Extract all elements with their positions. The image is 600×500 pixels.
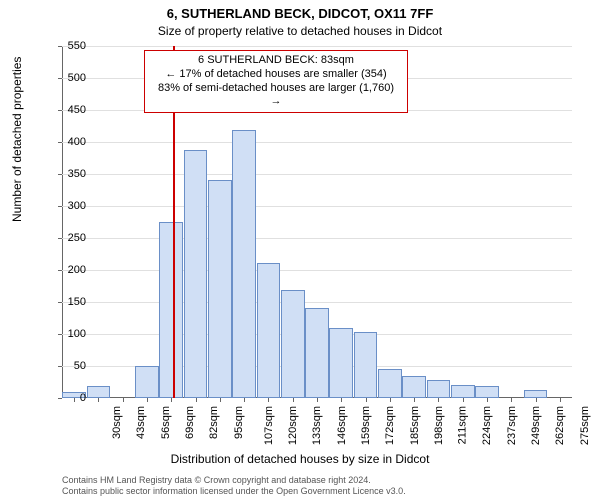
xtick-label: 172sqm [384, 406, 396, 445]
chart-container: 6, SUTHERLAND BECK, DIDCOT, OX11 7FF Siz… [0, 0, 600, 500]
histogram-bar [208, 180, 232, 398]
xtick-label: 133sqm [312, 406, 324, 445]
ytick-label: 450 [46, 104, 86, 116]
xtick-mark [171, 398, 172, 402]
annotation-line: 83% of semi-detached houses are larger (… [151, 82, 401, 110]
ytick-label: 300 [46, 200, 86, 212]
xtick-mark [438, 398, 439, 402]
xtick-label: 69sqm [184, 406, 196, 439]
annotation-line: 6 SUTHERLAND BECK: 83sqm [151, 54, 401, 68]
histogram-bar [232, 130, 256, 398]
xtick-mark [560, 398, 561, 402]
annotation-line: ← 17% of detached houses are smaller (35… [151, 68, 401, 82]
xtick-label: 224sqm [482, 406, 494, 445]
xtick-label: 82sqm [208, 406, 220, 439]
ytick-label: 0 [46, 392, 86, 404]
histogram-bar [184, 150, 208, 398]
xtick-label: 275sqm [579, 406, 591, 445]
xtick-mark [244, 398, 245, 402]
xtick-label: 43sqm [135, 406, 147, 439]
chart-subtitle: Size of property relative to detached ho… [0, 24, 600, 38]
chart-title: 6, SUTHERLAND BECK, DIDCOT, OX11 7FF [0, 6, 600, 21]
ytick-label: 200 [46, 264, 86, 276]
ytick-label: 400 [46, 136, 86, 148]
xtick-mark [341, 398, 342, 402]
xtick-label: 185sqm [409, 406, 421, 445]
plot-inner: 6 SUTHERLAND BECK: 83sqm← 17% of detache… [62, 46, 572, 398]
histogram-bar [135, 366, 159, 398]
xtick-mark [147, 398, 148, 402]
xtick-label: 146sqm [336, 406, 348, 445]
annotation-box: 6 SUTHERLAND BECK: 83sqm← 17% of detache… [144, 50, 408, 113]
xtick-mark [196, 398, 197, 402]
histogram-bar [402, 376, 426, 398]
credits: Contains HM Land Registry data © Crown c… [62, 475, 406, 496]
histogram-bar [378, 369, 402, 398]
histogram-bar [281, 290, 305, 398]
xtick-mark [511, 398, 512, 402]
gridline [62, 206, 572, 207]
xtick-label: 159sqm [360, 406, 372, 445]
xtick-label: 107sqm [263, 406, 275, 445]
y-axis-line [62, 46, 63, 398]
credits-line1: Contains HM Land Registry data © Crown c… [62, 475, 406, 485]
gridline [62, 142, 572, 143]
ytick-label: 350 [46, 168, 86, 180]
gridline [62, 270, 572, 271]
xtick-mark [463, 398, 464, 402]
histogram-bar [524, 390, 548, 398]
xtick-label: 262sqm [554, 406, 566, 445]
ytick-label: 250 [46, 232, 86, 244]
histogram-bar [354, 332, 378, 398]
credits-line2: Contains public sector information licen… [62, 486, 406, 496]
histogram-bar [305, 308, 329, 398]
ytick-label: 100 [46, 328, 86, 340]
histogram-bar [159, 222, 183, 398]
xtick-mark [268, 398, 269, 402]
y-axis-label: Number of detached properties [10, 57, 24, 222]
xtick-mark [390, 398, 391, 402]
histogram-bar [257, 263, 281, 398]
xtick-mark [366, 398, 367, 402]
histogram-bar [329, 328, 353, 398]
histogram-bar [451, 385, 475, 398]
gridline [62, 46, 572, 47]
xtick-label: 56sqm [160, 406, 172, 439]
xtick-mark [536, 398, 537, 402]
xtick-mark [487, 398, 488, 402]
xtick-mark [317, 398, 318, 402]
xtick-label: 211sqm [456, 406, 468, 444]
xtick-label: 249sqm [530, 406, 542, 445]
xtick-label: 237sqm [506, 406, 518, 445]
xtick-mark [123, 398, 124, 402]
xtick-label: 95sqm [233, 406, 245, 439]
xtick-label: 120sqm [287, 406, 299, 445]
ytick-label: 500 [46, 72, 86, 84]
xtick-label: 30sqm [111, 406, 123, 439]
histogram-bar [427, 380, 451, 398]
xtick-mark [293, 398, 294, 402]
ytick-label: 150 [46, 296, 86, 308]
xtick-mark [220, 398, 221, 402]
histogram-bar [87, 386, 111, 398]
ytick-label: 550 [46, 40, 86, 52]
gridline [62, 238, 572, 239]
plot-area: 6 SUTHERLAND BECK: 83sqm← 17% of detache… [62, 46, 572, 398]
x-axis-label: Distribution of detached houses by size … [0, 452, 600, 466]
histogram-bar [475, 386, 499, 398]
gridline [62, 302, 572, 303]
xtick-mark [98, 398, 99, 402]
ytick-label: 50 [46, 360, 86, 372]
xtick-label: 198sqm [433, 406, 445, 445]
gridline [62, 174, 572, 175]
xtick-mark [414, 398, 415, 402]
